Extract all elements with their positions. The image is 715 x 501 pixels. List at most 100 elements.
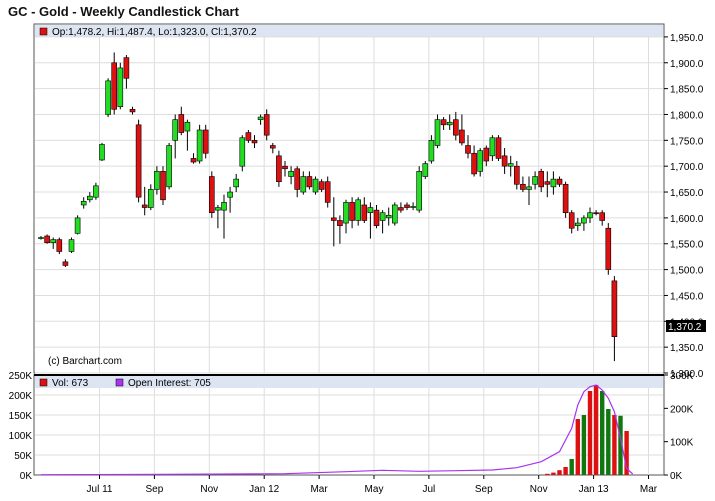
candle bbox=[330, 197, 337, 247]
candle bbox=[172, 114, 178, 159]
candle-body bbox=[312, 178, 319, 193]
volume-bar bbox=[563, 467, 568, 475]
candle bbox=[80, 197, 87, 209]
candle-body bbox=[257, 116, 264, 120]
price-tick-label: 1,350.0 bbox=[670, 343, 704, 354]
candle-body bbox=[99, 144, 105, 161]
candle bbox=[160, 166, 166, 205]
candle bbox=[184, 119, 191, 151]
candle bbox=[306, 171, 313, 190]
x-tick-label: Jan 12 bbox=[249, 484, 279, 495]
candle bbox=[428, 135, 435, 164]
candle-body bbox=[196, 129, 203, 162]
candle bbox=[117, 62, 124, 110]
volume-tick-label: 250K bbox=[9, 371, 33, 382]
candle-body bbox=[434, 119, 441, 146]
candle bbox=[337, 215, 343, 244]
candle-body bbox=[324, 181, 331, 203]
candle-body bbox=[513, 165, 520, 185]
candle-body bbox=[215, 207, 221, 211]
candle bbox=[379, 210, 386, 234]
candle bbox=[355, 197, 362, 226]
candle-body bbox=[562, 183, 569, 214]
candle-body bbox=[123, 57, 130, 79]
candle bbox=[202, 124, 209, 159]
candle bbox=[495, 135, 502, 162]
candle-body bbox=[50, 239, 57, 244]
legend-swatch-volume bbox=[39, 378, 48, 387]
candle bbox=[465, 135, 471, 159]
candle bbox=[294, 166, 301, 198]
candle bbox=[520, 176, 526, 193]
candle bbox=[74, 215, 81, 235]
candle-body bbox=[507, 163, 514, 167]
candle bbox=[391, 202, 398, 226]
candle-body bbox=[398, 207, 404, 211]
candle bbox=[245, 129, 252, 143]
price-tick-label: 1,950.0 bbox=[670, 33, 704, 44]
candle bbox=[288, 166, 294, 185]
chart-title: GC - Gold - Weekly Candlestick Chart bbox=[8, 4, 239, 19]
candle-body bbox=[135, 124, 142, 198]
candle bbox=[239, 135, 246, 172]
candle-body bbox=[117, 67, 124, 108]
volume-bar bbox=[593, 385, 599, 475]
volume-tick-label: 150K bbox=[9, 411, 33, 422]
last-price-box bbox=[666, 320, 706, 332]
price-tick-label: 1,850.0 bbox=[670, 85, 704, 96]
candle bbox=[233, 173, 239, 193]
candle-body bbox=[599, 212, 606, 221]
volume-bar bbox=[557, 470, 562, 475]
candle bbox=[215, 204, 221, 229]
candle bbox=[269, 142, 276, 154]
volume-panel bbox=[33, 374, 665, 476]
candle bbox=[410, 202, 416, 211]
candle-body bbox=[440, 119, 447, 126]
oi-legend: Open Interest: 705 bbox=[128, 378, 211, 389]
x-tick-label: Nov bbox=[530, 484, 548, 495]
candle-body bbox=[483, 147, 490, 162]
candle-body bbox=[251, 140, 258, 144]
candle bbox=[300, 171, 307, 195]
candle bbox=[44, 234, 50, 244]
price-tick-label: 1,600.0 bbox=[670, 214, 704, 225]
candle-body bbox=[495, 137, 502, 159]
candle-body bbox=[111, 62, 117, 110]
x-tick-label: Jan 13 bbox=[579, 484, 609, 495]
price-tick-label: 1,800.0 bbox=[670, 110, 704, 121]
candle-body bbox=[587, 212, 593, 219]
watermark: (c) Barchart.com bbox=[48, 356, 122, 367]
candle bbox=[446, 114, 453, 130]
legend-swatch-oi bbox=[115, 378, 124, 387]
price-tick-label: 1,700.0 bbox=[670, 162, 704, 173]
candle-body bbox=[544, 181, 551, 185]
volume-legend-band bbox=[35, 376, 663, 388]
candle bbox=[135, 119, 142, 203]
volume-bar bbox=[545, 473, 550, 475]
candle-body bbox=[105, 80, 111, 115]
candle bbox=[440, 117, 447, 130]
candle-body bbox=[269, 145, 276, 149]
candle bbox=[227, 186, 233, 213]
candle-body bbox=[68, 239, 75, 252]
candle-body bbox=[166, 145, 172, 188]
price-legend: Op:1,478.2, Hi:1,487.4, Lo:1,323.0, Cl:1… bbox=[52, 27, 257, 38]
candle bbox=[111, 52, 117, 115]
candle bbox=[373, 204, 380, 229]
candle-body bbox=[391, 204, 398, 224]
candle-body bbox=[288, 171, 294, 177]
volume-tick-label: 200K bbox=[9, 391, 33, 402]
candle bbox=[501, 148, 508, 174]
volume-bar bbox=[587, 391, 593, 475]
candle-body bbox=[367, 207, 374, 214]
candle-body bbox=[87, 195, 93, 201]
volume-bar bbox=[575, 419, 580, 475]
x-tick-label: Sep bbox=[146, 484, 164, 495]
candle-body bbox=[459, 129, 465, 144]
candle-body bbox=[160, 171, 166, 201]
candle bbox=[166, 142, 172, 190]
price-tick-label: 1,450.0 bbox=[670, 291, 704, 302]
candle-body bbox=[74, 217, 81, 234]
candle-body bbox=[465, 145, 471, 154]
